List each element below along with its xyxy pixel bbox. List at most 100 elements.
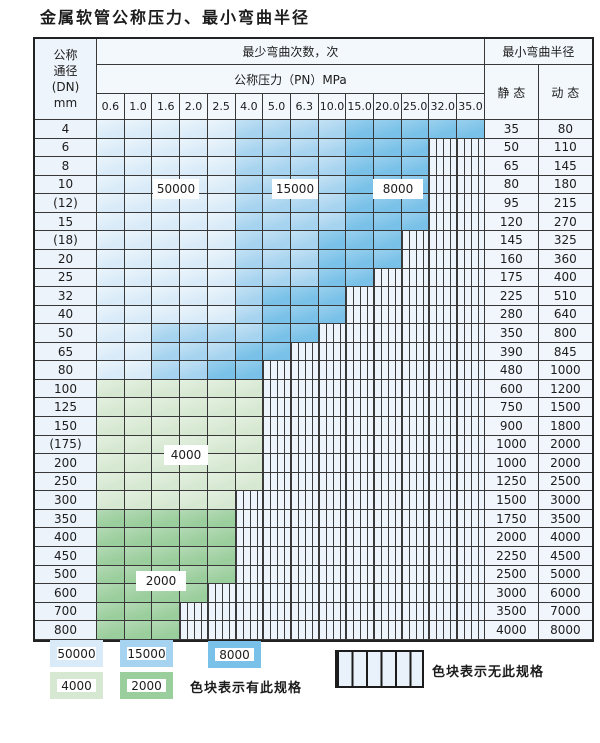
grid-cell-2000 [180,565,208,585]
grid-cell-4000 [97,417,125,436]
static-radius-value: 2000 [484,528,539,547]
grid-cell-50000 [207,120,236,139]
grid-cell-50000 [207,138,236,158]
grid-cell-15000 [235,305,264,325]
grid-cell-no-spec [457,472,485,492]
grid-cell-2000 [207,528,236,547]
dn-cell: 15 [35,212,97,232]
grid-cell-15000 [290,249,319,269]
static-radius-value: 225 [484,287,539,306]
grid-cell-15000 [318,157,347,176]
static-radius-value: 120 [484,212,539,232]
grid-cell-8000 [318,231,347,250]
grid-cell-no-spec [346,491,375,510]
grid-cell-50000 [97,138,125,158]
grid-cell-no-spec [263,454,291,473]
grid-cell-8000 [401,212,430,232]
grid-cell-no-spec [318,435,347,455]
grid-cell-no-spec [290,417,319,436]
static-column-header: 静 态 [484,65,539,120]
grid-cell-50000 [124,157,153,176]
grid-cell-50000 [124,138,153,158]
grid-cell-2000 [124,528,153,547]
grid-cell-no-spec [235,621,264,640]
grid-cell-2000 [207,546,236,566]
grid-cell-no-spec [457,584,485,603]
dn-cell: 800 [35,621,97,640]
dynamic-radius-value: 2500 [538,472,592,492]
grid-cell-15000 [290,268,319,288]
grid-cell-no-spec [429,565,458,585]
legend-swatch-15000: 15000 [120,640,173,667]
grid-cell-no-spec [429,379,458,399]
grid-cell-no-spec [263,565,291,585]
grid-cell-4000 [180,379,208,399]
grid-cell-2000 [152,602,181,622]
static-radius-value: 160 [484,249,539,269]
grid-cell-no-spec [429,361,458,380]
dynamic-radius-value: 1200 [538,379,592,399]
grid-cell-no-spec [457,194,485,213]
dn-cell: 125 [35,398,97,417]
static-radius-value: 4000 [484,621,539,640]
dn-cell: 450 [35,546,97,566]
grid-cell-4000 [207,417,236,436]
grid-cell-no-spec [429,584,458,603]
grid-cell-8000 [401,157,430,176]
legend-swatch-2000: 2000 [120,672,173,699]
dn-cell: 250 [35,472,97,492]
grid-cell-no-spec [290,361,319,380]
grid-cell-4000 [207,435,236,455]
grid-cell-no-spec [457,546,485,566]
grid-cell-no-spec [263,584,291,603]
grid-cell-15000 [290,231,319,250]
grid-cell-no-spec [318,361,347,380]
dynamic-radius-value: 510 [538,287,592,306]
grid-cell-8000 [374,120,402,139]
grid-cell-50000 [124,120,153,139]
grid-cell-8000 [346,268,375,288]
dn-cell: 10 [35,175,97,195]
dn-cell: 100 [35,379,97,399]
dynamic-radius-value: 845 [538,342,592,362]
grid-cell-no-spec [401,472,430,492]
grid-cell-no-spec [263,379,291,399]
grid-cell-50000 [207,231,236,250]
grid-cell-50000 [180,138,208,158]
grid-cell-8000 [346,231,375,250]
grid-cell-no-spec [318,621,347,640]
grid-cell-no-spec [290,454,319,473]
grid-cell-no-spec [401,287,430,306]
pressure-tick: 6.3 [290,94,319,120]
dn-cell: 65 [35,342,97,362]
static-radius-value: 1250 [484,472,539,492]
grid-cell-50000 [152,157,181,176]
grid-cell-2000 [180,509,208,529]
static-radius-value: 80 [484,175,539,195]
dn-cell: 500 [35,565,97,585]
grid-cell-no-spec [429,621,458,640]
grid-cell-15000 [235,138,264,158]
grid-cell-50000 [207,305,236,325]
grid-cell-50000 [97,175,125,195]
grid-cell-15000 [263,212,291,232]
grid-cell-no-spec [374,602,402,622]
grid-cell-no-spec [207,621,236,640]
grid-cell-15000 [263,138,291,158]
dn-cell: 200 [35,454,97,473]
dynamic-radius-value: 180 [538,175,592,195]
grid-cell-8000 [429,120,458,139]
grid-cell-2000 [180,528,208,547]
grid-cell-15000 [235,194,264,213]
dynamic-radius-value: 5000 [538,565,592,585]
grid-cell-8000 [263,324,291,343]
grid-cell-no-spec [318,584,347,603]
grid-cell-no-spec [263,621,291,640]
grid-cell-no-spec [207,584,236,603]
dynamic-radius-value: 360 [538,249,592,269]
legend-no-spec-text: 色块表示无此规格 [432,665,545,680]
grid-cell-2000 [97,528,125,547]
dynamic-radius-value: 400 [538,268,592,288]
grid-cell-no-spec [457,305,485,325]
grid-cell-no-spec [374,268,402,288]
